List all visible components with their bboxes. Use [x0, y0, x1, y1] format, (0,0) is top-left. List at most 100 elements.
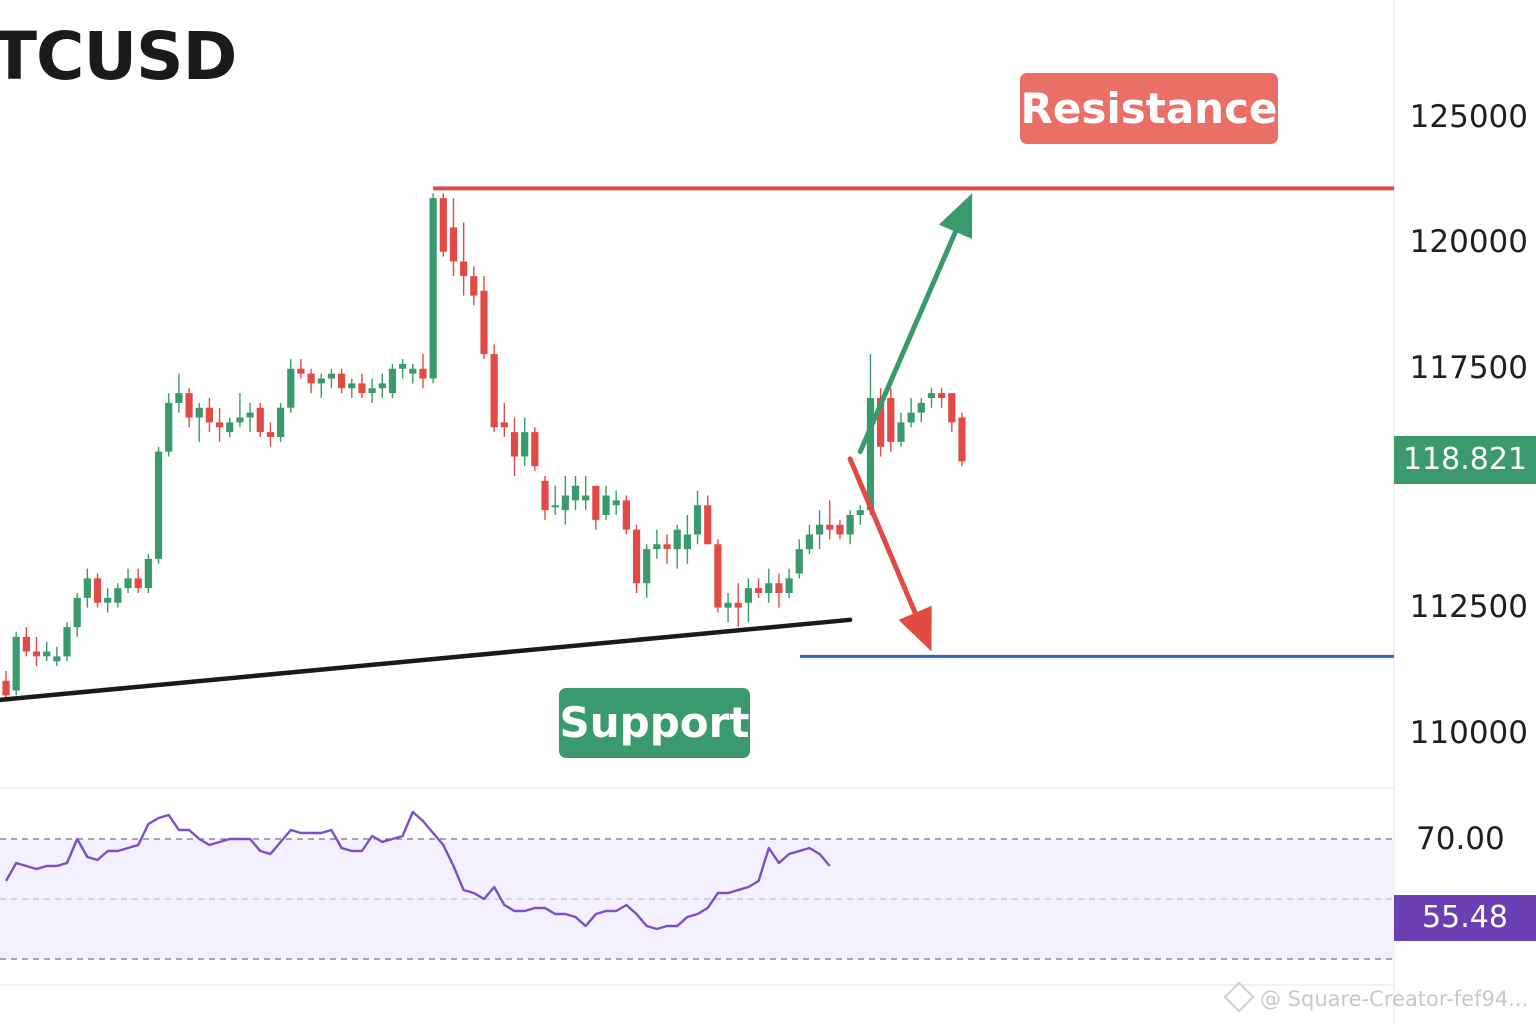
candle-body — [144, 558, 152, 589]
candle-up — [63, 622, 71, 662]
candle-down — [185, 388, 193, 428]
candle-down — [419, 354, 427, 389]
candle-down — [215, 407, 224, 442]
candle-up — [124, 568, 132, 593]
candle-up — [571, 476, 580, 511]
candle-body — [866, 398, 875, 511]
candle-up — [114, 583, 122, 608]
candle-body — [409, 368, 417, 374]
candle-body — [500, 422, 508, 428]
candle-body — [287, 368, 295, 408]
candle-down — [134, 568, 142, 593]
candle-body — [358, 383, 366, 394]
projection-up-arrow — [857, 193, 973, 455]
price-tick-label: 125000 — [1409, 99, 1528, 135]
candle-body — [378, 383, 386, 389]
candle-body — [114, 588, 122, 603]
candle-body — [582, 495, 590, 501]
candle-body — [439, 198, 447, 252]
rsi-current-badge: 55.48 — [1394, 895, 1536, 941]
candle-down — [531, 427, 539, 472]
candle-body — [846, 515, 854, 535]
rsi-upper-label: 70.00 — [1416, 821, 1505, 857]
candle-up — [907, 398, 915, 428]
candle-up — [643, 544, 651, 598]
candle-down — [2, 671, 10, 701]
candle-body — [724, 602, 732, 608]
candle-body — [877, 398, 885, 447]
price-tick-label: 117500 — [1409, 350, 1528, 386]
candle-down — [938, 388, 946, 408]
candle-body — [663, 544, 671, 550]
candle-up — [765, 568, 773, 603]
candle-body — [93, 578, 102, 603]
candle-up — [104, 588, 112, 613]
candle-up — [856, 505, 864, 525]
candle-down — [32, 636, 41, 667]
candle-body — [816, 524, 824, 535]
candle-down — [541, 476, 549, 520]
candle-body — [571, 485, 580, 501]
candle-body — [521, 432, 529, 457]
candle-body — [368, 388, 376, 394]
candle-up — [653, 529, 661, 559]
candle-body — [693, 505, 702, 535]
candle-body — [612, 500, 620, 506]
candle-body — [754, 588, 763, 593]
candle-body — [592, 485, 600, 520]
candle-body — [938, 393, 946, 398]
candle-up — [246, 402, 254, 433]
candle-body — [256, 407, 264, 433]
candle-down — [22, 627, 30, 657]
resistance-label: Resistance — [1020, 73, 1278, 144]
candle-body — [195, 407, 203, 418]
candle-down — [948, 393, 956, 433]
candle-up — [287, 359, 295, 413]
candle-body — [744, 588, 753, 603]
candle-up — [12, 632, 20, 696]
projection-down-arrow — [847, 456, 932, 652]
candle-down — [754, 578, 763, 598]
candle-body — [388, 368, 397, 394]
candle-body — [399, 363, 407, 369]
candle-up — [236, 393, 244, 428]
candle-body — [104, 597, 112, 603]
candle-up — [399, 359, 407, 379]
candle-body — [226, 422, 234, 433]
candle-body — [510, 432, 519, 457]
candle-body — [338, 373, 346, 389]
candle-up — [521, 417, 529, 467]
candle-body — [541, 480, 549, 511]
candle-up — [73, 593, 81, 637]
candle-body — [175, 393, 183, 403]
candle-body — [63, 627, 71, 657]
candle-body — [765, 583, 773, 593]
current-price-badge: 118.821 — [1394, 436, 1536, 484]
candle-down — [714, 539, 722, 613]
candle-body — [887, 398, 895, 442]
candle-body — [602, 495, 610, 515]
candle-down — [836, 519, 844, 540]
candle-body — [531, 432, 539, 467]
candle-body — [205, 407, 213, 423]
candle-up — [144, 554, 152, 593]
candle-body — [165, 402, 173, 452]
candle-up — [744, 578, 753, 623]
watermark-logo-icon — [1223, 981, 1255, 1013]
candle-up — [43, 641, 51, 662]
candle-up — [927, 388, 936, 408]
candle-body — [927, 393, 936, 398]
candle-up — [683, 515, 691, 564]
candle-body — [683, 534, 691, 550]
candle-body — [826, 524, 834, 530]
candle-up — [612, 490, 620, 515]
candle-body — [856, 510, 864, 515]
candle-body — [958, 417, 966, 462]
candle-body — [449, 227, 458, 262]
candle-down — [470, 266, 478, 306]
candle-body — [246, 412, 254, 418]
trendline — [0, 617, 853, 703]
candle-body — [73, 597, 81, 628]
